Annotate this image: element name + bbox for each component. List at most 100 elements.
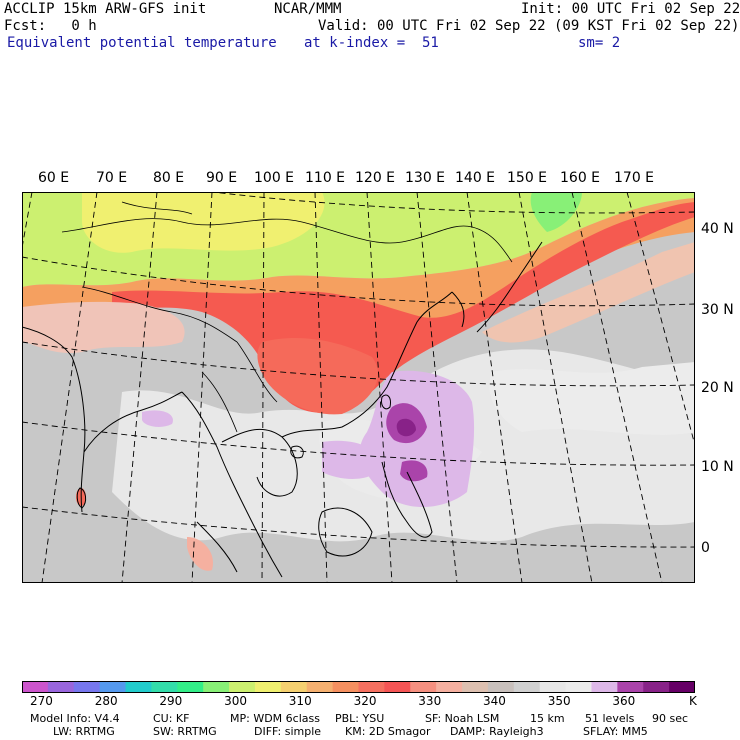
purple-region-2	[322, 440, 382, 479]
colorbar-tick-label: 330	[418, 694, 442, 708]
colorbar-frame	[22, 681, 695, 693]
lon-label-110e: 110 E	[305, 170, 346, 186]
colorbar-tick-label: 290	[159, 694, 183, 708]
colorbar-swatch	[99, 681, 127, 693]
border-indochina	[201, 341, 278, 433]
lon-label-70e: 70 E	[96, 170, 128, 186]
parallel-10n	[22, 421, 695, 466]
smoothing-label: sm= 2	[578, 35, 621, 51]
colorbar-swatch	[73, 681, 101, 693]
valid-time: Valid: 00 UTC Fri 02 Sep 22 (09 KST Fri …	[318, 18, 740, 34]
colorbar-swatch	[203, 681, 230, 693]
philippines-coast	[381, 461, 433, 538]
field-name: Equivalent potential temperature	[7, 35, 277, 51]
model-title: ACCLIP 15km ARW-GFS init	[4, 1, 207, 17]
parallel-0	[22, 506, 695, 548]
ocean-light-region-3	[489, 362, 695, 435]
meridian-100e	[261, 192, 265, 583]
colorbar-tick-label: 320	[353, 694, 377, 708]
institution-label: NCAR/MMM	[274, 1, 342, 17]
colorbar-swatch	[229, 681, 256, 693]
colorbar-swatch	[47, 681, 75, 693]
lon-label-160e: 160 E	[560, 170, 601, 186]
sri-lanka-coast	[76, 487, 87, 509]
hainan-coast	[290, 445, 304, 459]
meridian-70e	[41, 192, 98, 583]
border-russia	[121, 201, 193, 215]
high-theta-e-region	[112, 202, 695, 413]
footer-mp: MP: WDM 6class	[230, 712, 320, 725]
footer-sf: SF: Noah LSM	[425, 712, 500, 725]
colorbar-swatch	[436, 681, 463, 693]
footer-levels: 51 levels	[585, 712, 635, 725]
colorbar-swatch	[643, 681, 670, 693]
footer-diff: DIFF: simple	[254, 725, 322, 738]
colorbar	[22, 681, 695, 693]
forecast-hour: Fcst: 0 h	[4, 18, 97, 34]
colorbar-swatch	[565, 681, 592, 693]
theta-e-map	[22, 192, 695, 583]
footer-timestep: 90 sec	[652, 712, 689, 725]
colorbar-swatch	[358, 681, 385, 693]
meridian-80e	[121, 192, 158, 583]
init-time: Init: 00 UTC Fri 02 Sep 22	[521, 1, 740, 17]
meridian-150e	[518, 192, 593, 583]
colorbar-swatch	[22, 681, 49, 693]
meridian-140e	[466, 192, 523, 583]
meridian-170e	[626, 192, 695, 447]
colorbar-swatch	[617, 681, 644, 693]
colorbar-swatch	[410, 681, 437, 693]
green-north-region	[530, 192, 582, 232]
lon-label-60e: 60 E	[38, 170, 70, 186]
lon-label-120e: 120 E	[355, 170, 396, 186]
meridian-130e	[416, 192, 458, 583]
sumatra-coast	[196, 521, 238, 573]
colorbar-swatch	[125, 681, 152, 693]
lat-label-10n: 10 N	[701, 459, 734, 475]
coastlines	[22, 241, 543, 578]
colorbar-swatch	[669, 681, 695, 693]
colorbar-swatch	[151, 681, 178, 693]
purple-core-region	[396, 418, 416, 437]
taiwan-coast	[381, 394, 391, 410]
colorbar-tick-label: 310	[288, 694, 312, 708]
map-frame	[22, 192, 695, 583]
colorbar-swatch	[487, 681, 515, 693]
china-coast	[281, 291, 453, 438]
colorbar-swatch	[591, 681, 618, 693]
colorbar-tick-label: 360	[612, 694, 636, 708]
meridian-120e	[366, 192, 393, 583]
footer-resolution: 15 km	[530, 712, 565, 725]
footer-km: KM: 2D Smagor	[345, 725, 431, 738]
lon-label-170e: 170 E	[614, 170, 655, 186]
pink-ocean-region	[482, 242, 695, 343]
lon-label-90e: 90 E	[206, 170, 238, 186]
colorbar-swatch	[332, 681, 359, 693]
parallel-20n	[22, 341, 695, 387]
lat-label-0: 0	[701, 540, 710, 556]
footer-damp: DAMP: Rayleigh3	[450, 725, 544, 738]
footer-lw: LW: RRTMG	[53, 725, 115, 738]
parallel-30n	[22, 256, 695, 307]
colorbar-swatch	[462, 681, 489, 693]
india-coast	[22, 326, 183, 513]
colorbar-tick-label: 340	[483, 694, 506, 708]
colorbar-swatch	[280, 681, 308, 693]
footer-sw: SW: RRTMG	[153, 725, 217, 738]
meridian-160e	[571, 192, 663, 583]
lon-label-130e: 130 E	[405, 170, 446, 186]
colorbar-swatch	[539, 681, 567, 693]
footer-cu: CU: KF	[153, 712, 190, 725]
purple-india-region	[142, 410, 173, 427]
colorbar-swatch	[177, 681, 204, 693]
colorbar-swatch	[306, 681, 334, 693]
lat-label-20n: 20 N	[701, 380, 734, 396]
footer-model-info: Model Info: V4.4	[30, 712, 120, 725]
lon-label-100e: 100 E	[254, 170, 295, 186]
purple-dark-region-2	[400, 460, 428, 482]
lat-label-30n: 30 N	[701, 302, 734, 318]
colorbar-unit: K	[689, 694, 697, 708]
colorbar-tick-label: 280	[94, 694, 118, 708]
red-china-region	[257, 337, 378, 415]
lon-label-140e: 140 E	[455, 170, 496, 186]
